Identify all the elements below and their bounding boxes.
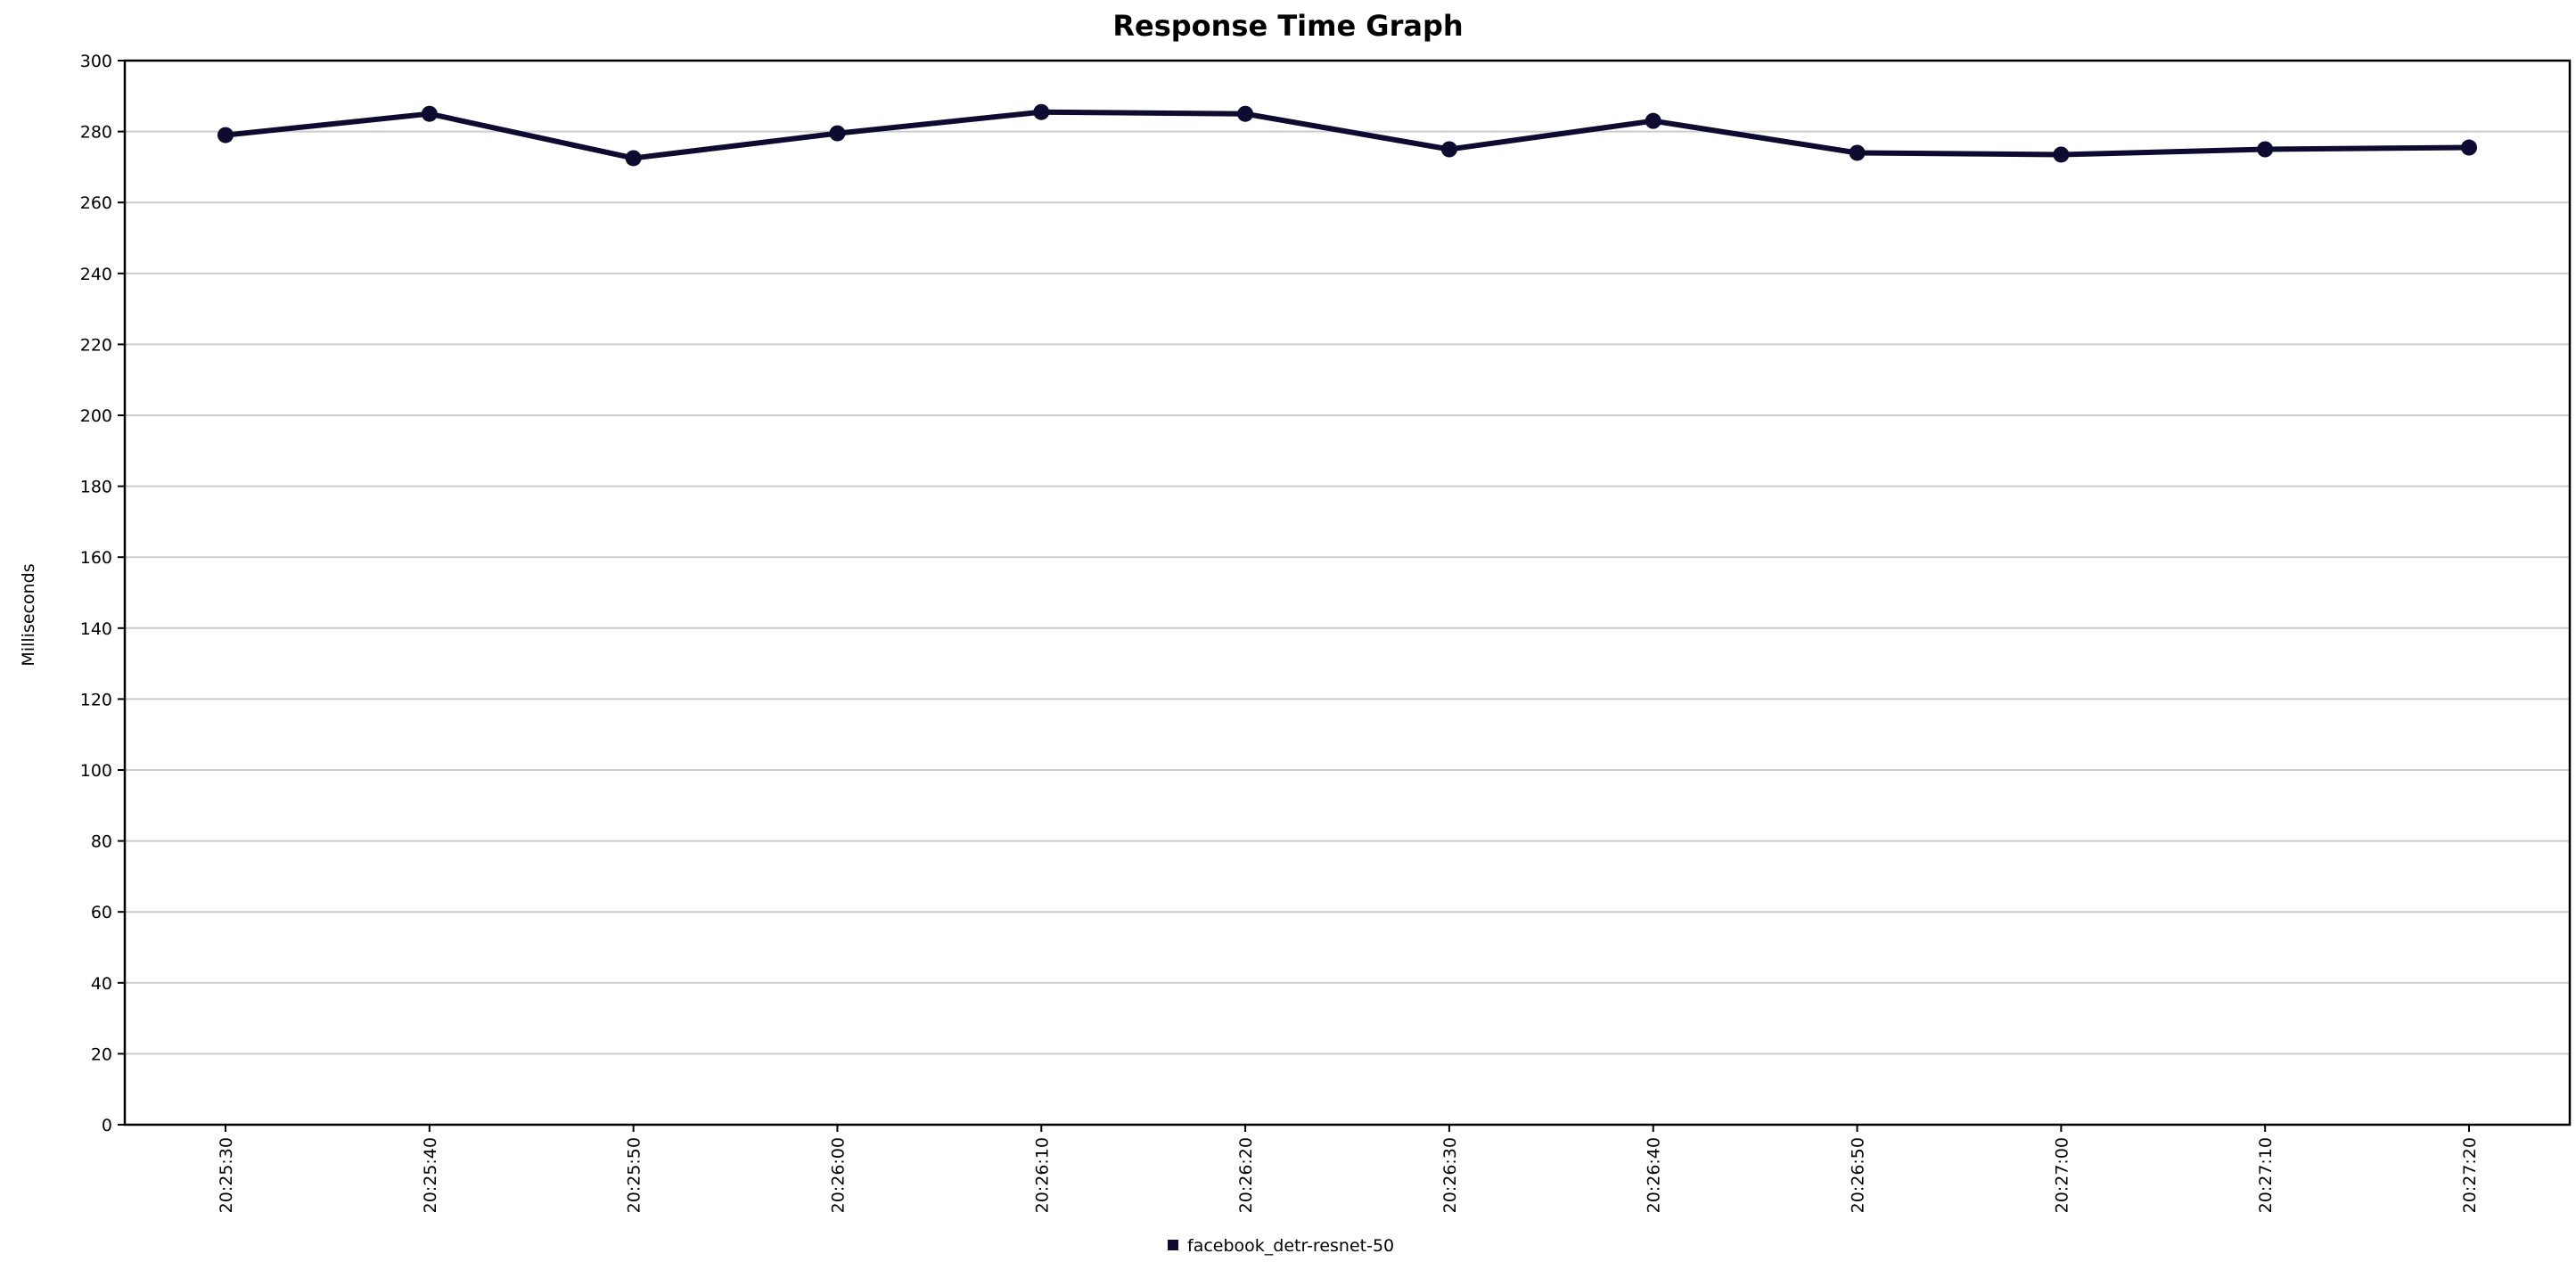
legend: facebook_detr-resnet-50 bbox=[1168, 1236, 1394, 1256]
y-tick-label: 40 bbox=[91, 974, 112, 994]
y-tick-label: 0 bbox=[102, 1116, 112, 1135]
series-layer bbox=[217, 103, 2477, 167]
data-point bbox=[1849, 144, 1866, 161]
chart-title: Response Time Graph bbox=[1112, 9, 1463, 43]
x-tick-label: 20:27:20 bbox=[2460, 1137, 2480, 1213]
y-tick-label: 80 bbox=[91, 832, 112, 852]
y-tick-label: 140 bbox=[80, 619, 112, 639]
y-tick-label: 180 bbox=[80, 478, 112, 497]
y-tick-label: 220 bbox=[80, 335, 112, 355]
data-point bbox=[217, 127, 234, 143]
x-tick-label: 20:26:40 bbox=[1645, 1137, 1664, 1213]
data-point bbox=[2461, 139, 2477, 156]
data-point bbox=[1645, 112, 1661, 129]
y-tick-label: 160 bbox=[80, 548, 112, 568]
grid-lines bbox=[125, 130, 2570, 1055]
x-tick-label: 20:26:30 bbox=[1440, 1137, 1460, 1213]
y-tick-label: 20 bbox=[91, 1045, 112, 1064]
x-tick-label: 20:25:40 bbox=[421, 1137, 440, 1213]
y-tick-label: 60 bbox=[91, 903, 112, 922]
y-tick-label: 280 bbox=[80, 123, 112, 143]
data-point bbox=[2257, 141, 2274, 158]
x-tick-label: 20:26:20 bbox=[1236, 1137, 1256, 1213]
data-point bbox=[1033, 103, 1050, 120]
x-axis-ticks: 20:25:30 20:25:40 20:25:50 20:26:00 20:26:10… bbox=[217, 1125, 2480, 1213]
y-tick-label: 260 bbox=[80, 193, 112, 213]
y-axis-ticks: 0 20 40 60 80 100 120 140 160 180 200 220 240 260 280 3… bbox=[80, 52, 125, 1135]
data-point bbox=[829, 125, 846, 142]
x-tick-label: 20:25:30 bbox=[217, 1137, 236, 1213]
data-point bbox=[625, 150, 642, 167]
y-tick-label: 100 bbox=[80, 761, 112, 781]
y-tick-label: 120 bbox=[80, 690, 112, 709]
x-tick-label: 20:27:10 bbox=[2256, 1137, 2276, 1213]
data-point bbox=[421, 105, 438, 122]
x-tick-label: 20:26:10 bbox=[1032, 1137, 1052, 1213]
y-axis-label: Milliseconds bbox=[19, 563, 38, 666]
legend-swatch bbox=[1168, 1240, 1178, 1250]
data-point bbox=[2053, 146, 2070, 163]
legend-label: facebook_detr-resnet-50 bbox=[1187, 1236, 1394, 1256]
plot-area-frame bbox=[123, 59, 2572, 1126]
x-tick-label: 20:27:00 bbox=[2052, 1137, 2071, 1213]
y-tick-label: 200 bbox=[80, 406, 112, 426]
y-tick-label: 300 bbox=[80, 52, 112, 71]
x-tick-label: 20:26:50 bbox=[1849, 1137, 1868, 1213]
x-tick-label: 20:25:50 bbox=[625, 1137, 644, 1213]
x-tick-label: 20:26:00 bbox=[828, 1137, 848, 1213]
y-tick-label: 240 bbox=[80, 265, 112, 284]
data-point bbox=[1237, 105, 1254, 122]
series-line bbox=[223, 109, 2472, 161]
data-point bbox=[1440, 141, 1457, 158]
